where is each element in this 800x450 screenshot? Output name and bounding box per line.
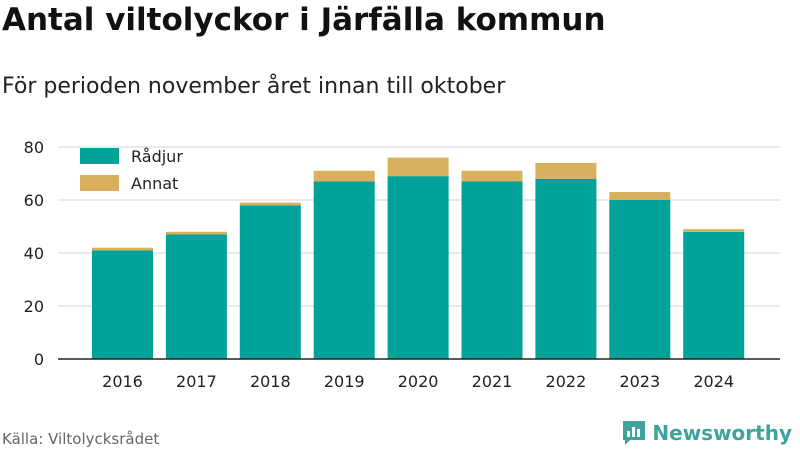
bar-r-djur-2022 xyxy=(535,178,597,359)
legend-swatch-r-djur xyxy=(80,148,119,164)
bar-r-djur-2018 xyxy=(239,205,301,359)
bar-r-djur-2020 xyxy=(387,176,449,359)
legend-label-annat: Annat xyxy=(131,174,178,193)
x-tick-label-2024: 2024 xyxy=(693,372,734,391)
bar-annat-2019 xyxy=(313,170,375,182)
bar-annat-2016 xyxy=(92,247,153,251)
y-tick-label-20: 20 xyxy=(24,297,44,316)
chart-subtitle: För perioden november året innan till ok… xyxy=(2,74,506,99)
chart-title: Antal viltolyckor i Järfälla kommun xyxy=(2,2,606,38)
bar-annat-2022 xyxy=(535,162,597,179)
x-tick-label-2021: 2021 xyxy=(472,372,513,391)
bar-annat-2023 xyxy=(609,192,671,200)
axes: 0 20 40 60 80 2016 2017 2018 2019 2020 2021 2022 202… xyxy=(24,138,780,391)
source-note: Källa: Viltolycksrådet xyxy=(2,430,160,448)
bar-r-djur-2016 xyxy=(92,250,153,359)
y-tick-label-60: 60 xyxy=(24,191,44,210)
bar-annat-2020 xyxy=(387,157,449,177)
bar-r-djur-2019 xyxy=(313,181,375,359)
bars xyxy=(92,157,745,359)
x-tick-label-2022: 2022 xyxy=(546,372,587,391)
y-tick-label-80: 80 xyxy=(24,138,44,157)
x-tick-label-2017: 2017 xyxy=(176,372,217,391)
bar-annat-2017 xyxy=(165,231,227,235)
bar-r-djur-2017 xyxy=(165,234,227,359)
legend-swatch-annat xyxy=(80,175,119,191)
bar-annat-2018 xyxy=(239,202,301,206)
bar-r-djur-2023 xyxy=(609,200,671,359)
bar-r-djur-2021 xyxy=(461,181,523,359)
bar-annat-2021 xyxy=(461,170,523,182)
brand[interactable]: Newsworthy xyxy=(621,420,792,446)
x-tick-label-2019: 2019 xyxy=(324,372,365,391)
bar-r-djur-2024 xyxy=(683,231,745,359)
bar-annat-2024 xyxy=(683,229,745,232)
x-tick-label-2023: 2023 xyxy=(619,372,660,391)
bar-chart-icon xyxy=(623,421,646,445)
legend-label-r-djur: Rådjur xyxy=(131,147,183,166)
x-tick-label-2016: 2016 xyxy=(102,372,143,391)
brand-name: Newsworthy xyxy=(652,421,792,445)
y-tick-label-0: 0 xyxy=(34,350,44,369)
x-tick-label-2018: 2018 xyxy=(250,372,291,391)
x-tick-label-2020: 2020 xyxy=(398,372,439,391)
y-tick-label-40: 40 xyxy=(24,244,44,263)
legend: Rådjur Annat xyxy=(80,147,183,193)
